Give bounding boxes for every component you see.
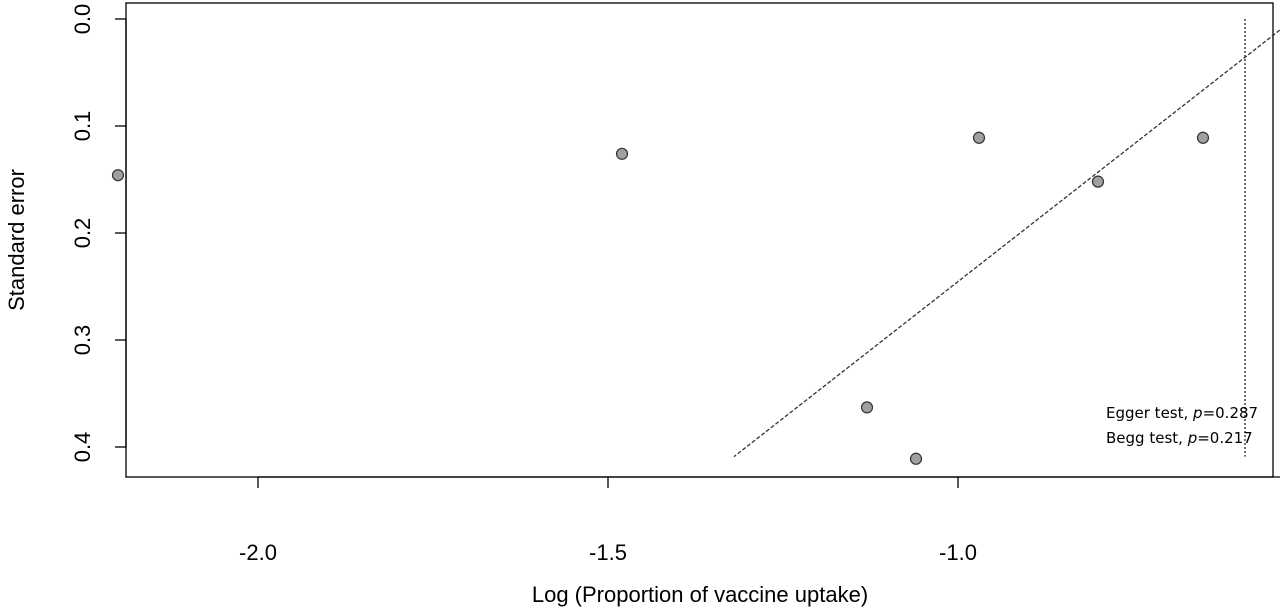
egger-p-symbol: p xyxy=(1192,404,1203,422)
y-axis-label: Standard error xyxy=(4,169,29,311)
y-tick-label: 0.3 xyxy=(70,325,95,356)
egger-p-value: =0.287 xyxy=(1203,404,1259,422)
x-tick-label: -2.0 xyxy=(239,540,277,565)
begg-p-symbol: p xyxy=(1187,429,1198,447)
begg-annotation: Begg test, p=0.217 xyxy=(1106,429,1253,447)
funnel-left-line xyxy=(733,29,1280,458)
study-point xyxy=(615,147,629,160)
study-point xyxy=(1196,131,1210,144)
begg-label: Begg test, xyxy=(1106,429,1188,447)
study-point xyxy=(972,131,986,144)
egger-annotation: Egger test, p=0.287 xyxy=(1106,404,1258,422)
y-tick-label: 0.2 xyxy=(70,218,95,249)
begg-p-value: =0.217 xyxy=(1197,429,1253,447)
x-tick-label: -1.5 xyxy=(589,540,627,565)
y-tick-label: 0.4 xyxy=(70,432,95,463)
y-tick-label: 0.1 xyxy=(70,111,95,142)
y-tick-label: 0.0 xyxy=(70,4,95,35)
study-point xyxy=(111,169,125,182)
x-tick-label: -1.0 xyxy=(939,540,977,565)
study-point xyxy=(909,452,923,465)
study-point xyxy=(1091,175,1105,188)
study-point xyxy=(860,401,874,414)
egger-label: Egger test, xyxy=(1106,404,1193,422)
x-axis-label: Log (Proportion of vaccine uptake) xyxy=(532,582,868,607)
plot-frame xyxy=(125,2,1274,478)
